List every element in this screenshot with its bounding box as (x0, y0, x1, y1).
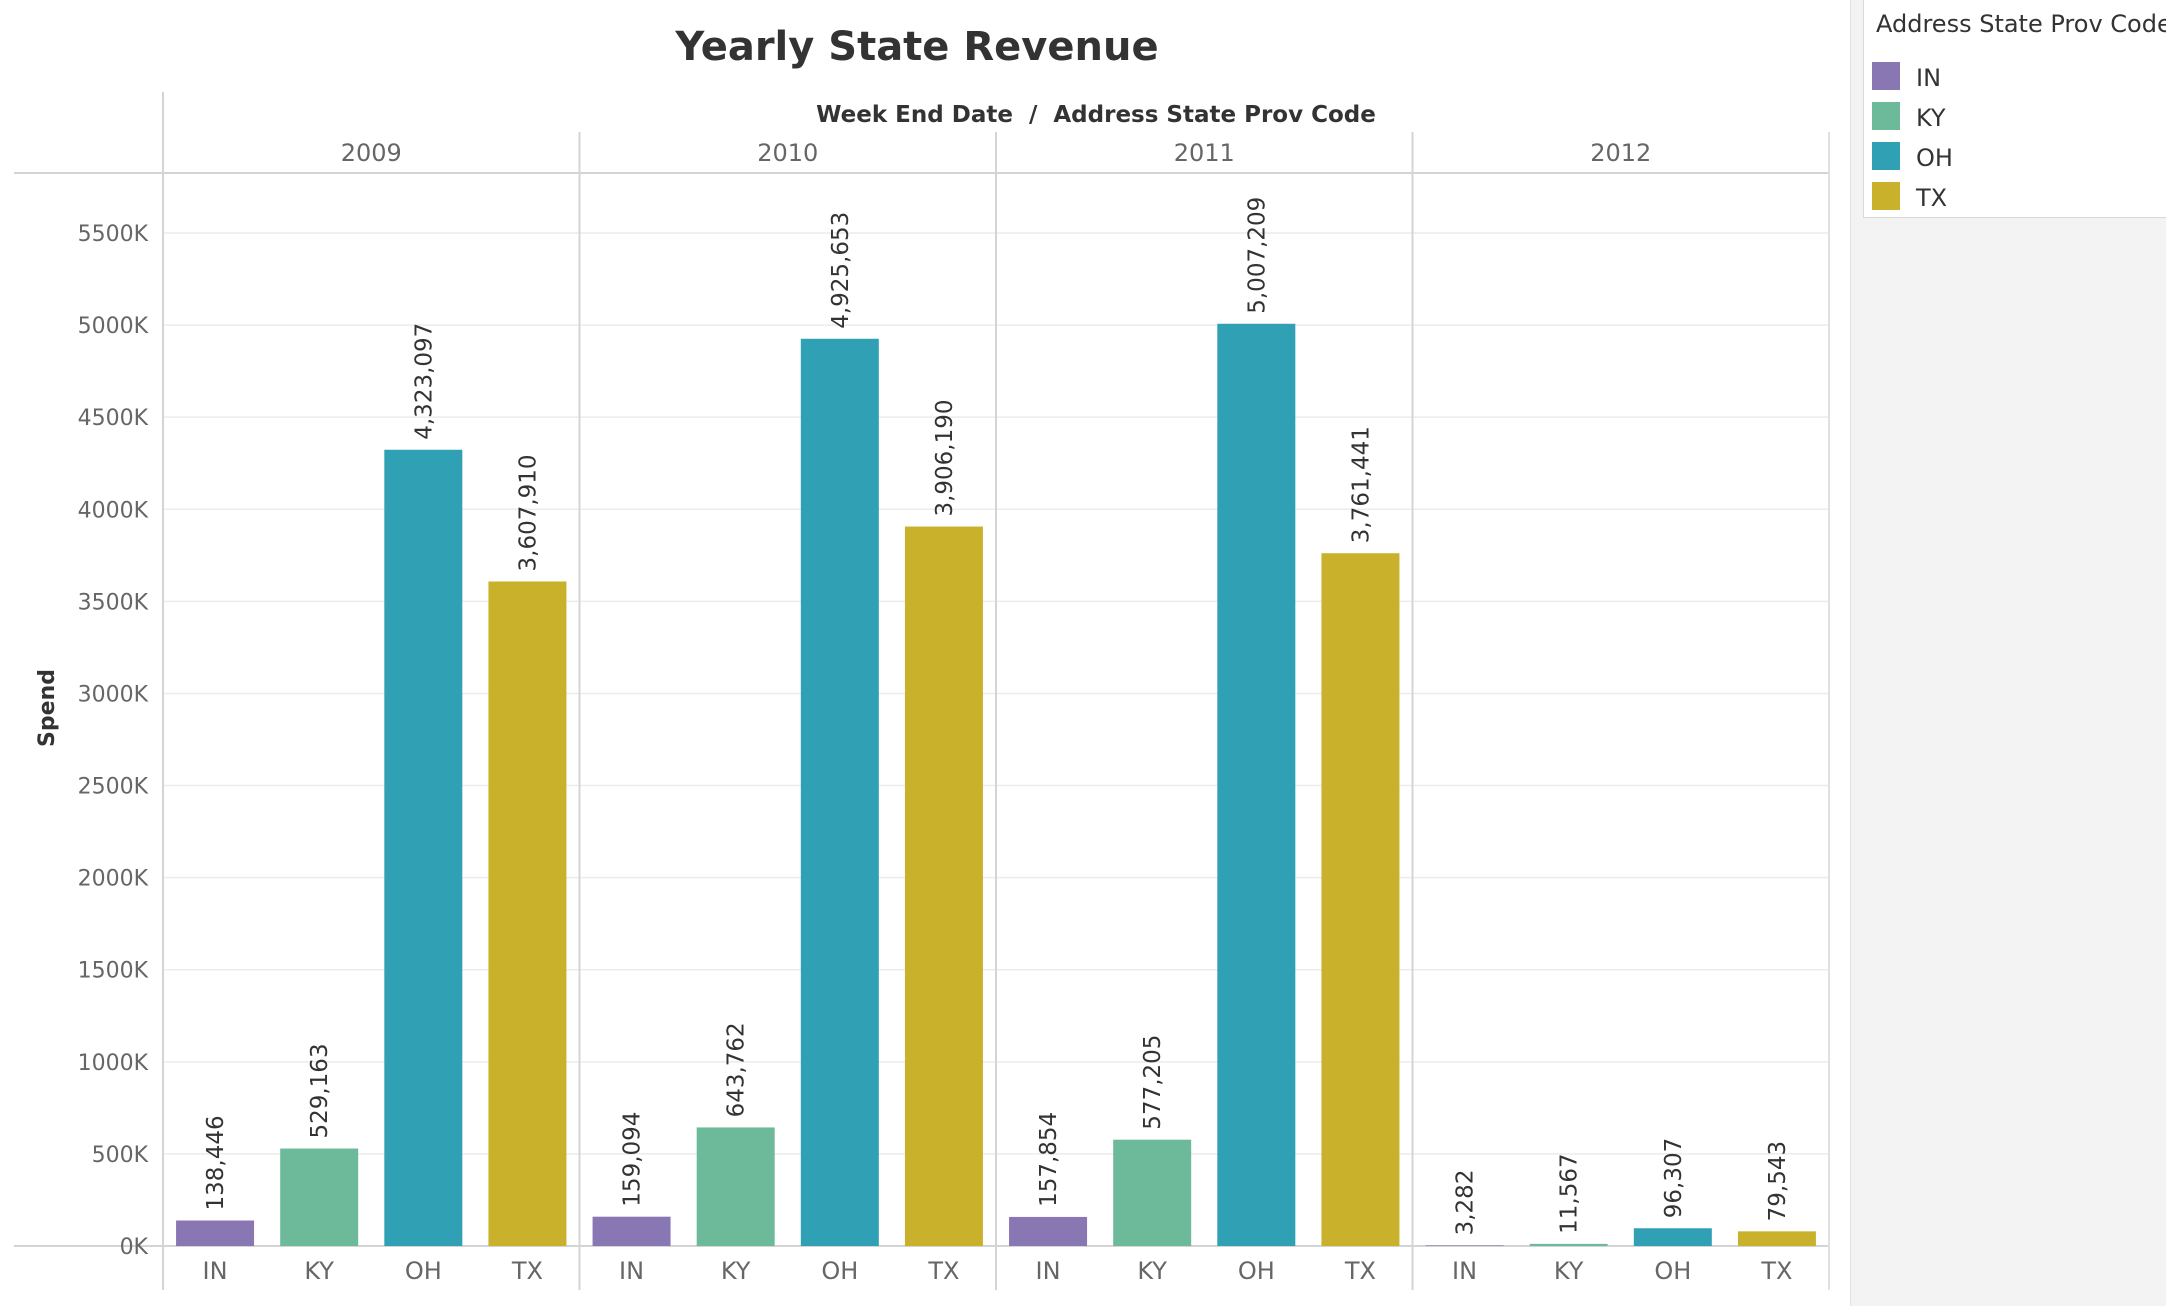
data-label-2011-tx: 3,761,441 (1348, 426, 1374, 543)
x-tick-label: OH (405, 1257, 442, 1285)
x-tick-label: IN (203, 1257, 228, 1285)
y-tick-label: 1000K (78, 1051, 149, 1076)
data-label-2012-tx: 79,543 (1765, 1141, 1791, 1221)
legend-panel: Address State Prov Code IN KY OH TX (1850, 0, 2166, 1306)
bar-2010-in[interactable] (592, 1216, 671, 1246)
bar-2010-tx[interactable] (904, 526, 983, 1246)
legend-label-in: IN (1916, 64, 1942, 92)
y-tick-label: 1500K (78, 959, 149, 984)
legend-swatch-tx (1872, 182, 1900, 210)
bar-2011-oh[interactable] (1217, 323, 1296, 1246)
x-tick-label: KY (721, 1257, 751, 1285)
bar-2011-in[interactable] (1009, 1216, 1088, 1246)
x-tick-label: OH (1654, 1257, 1691, 1285)
bar-2012-oh[interactable] (1633, 1228, 1712, 1246)
x-tick-label: KY (1137, 1257, 1167, 1285)
bar-2010-oh[interactable] (800, 338, 879, 1246)
y-tick-label: 0K (120, 1235, 149, 1260)
data-label-2010-in: 159,094 (620, 1112, 646, 1207)
bar-2012-in[interactable] (1425, 1245, 1504, 1246)
y-tick-label: 5500K (78, 222, 149, 247)
x-tick-label: KY (304, 1257, 334, 1285)
chart-title: Yearly State Revenue (674, 24, 1158, 70)
y-axis-label: Spend (35, 669, 60, 747)
year-header-2012: 2012 (1590, 139, 1651, 167)
y-tick-label: 3500K (78, 590, 149, 615)
legend-label-ky: KY (1916, 104, 1946, 132)
year-header-2009: 2009 (341, 139, 402, 167)
data-label-2011-ky: 577,205 (1140, 1035, 1166, 1130)
year-header-2011: 2011 (1174, 139, 1235, 167)
x-tick-label: TX (1344, 1257, 1376, 1285)
x-tick-label: IN (1452, 1257, 1477, 1285)
data-label-2010-tx: 3,906,190 (932, 399, 958, 516)
x-axis-ticks: IN KY OH TX IN KY OH TX IN KY OH TX IN KY OH TX (203, 1257, 1793, 1285)
bar-2009-ky[interactable] (280, 1148, 359, 1246)
legend-swatch-oh (1872, 142, 1900, 170)
year-header-2010: 2010 (757, 139, 818, 167)
y-tick-label: 5000K (78, 314, 149, 339)
data-labels: 138,446 529,163 4,323,097 3,607,910 159,094 6… (203, 197, 1791, 1236)
x-tick-label: KY (1554, 1257, 1584, 1285)
y-tick-label: 2000K (78, 867, 149, 892)
bar-2011-ky[interactable] (1113, 1139, 1192, 1246)
legend-label-tx: TX (1916, 184, 1948, 212)
data-label-2009-tx: 3,607,910 (515, 454, 541, 571)
y-tick-label: 2500K (78, 775, 149, 800)
year-headers: 2009 2010 2011 2012 (341, 139, 1652, 167)
x-tick-label: TX (927, 1257, 959, 1285)
data-label-2012-ky: 11,567 (1557, 1153, 1583, 1233)
x-tick-label: IN (619, 1257, 644, 1285)
x-tick-label: OH (821, 1257, 858, 1285)
legend-title: Address State Prov Code (1876, 10, 2166, 38)
y-axis-ticks: 0K 500K 1000K 1500K 2000K 2500K 3000K 3500K 4000… (78, 222, 149, 1260)
y-tick-label: 4500K (78, 406, 149, 431)
bars (176, 323, 1816, 1246)
bar-2010-ky[interactable] (696, 1127, 775, 1246)
data-label-2010-ky: 643,762 (724, 1022, 750, 1117)
legend: Address State Prov Code IN KY OH TX (1863, 0, 2166, 218)
data-label-2012-oh: 96,307 (1661, 1138, 1687, 1218)
legend-swatch-ky (1872, 102, 1900, 130)
x-tick-label: TX (511, 1257, 543, 1285)
column-header: Week End Date / Address State Prov Code (816, 102, 1376, 128)
data-label-2011-oh: 5,007,209 (1244, 197, 1270, 314)
data-label-2009-in: 138,446 (203, 1115, 229, 1210)
legend-label-oh: OH (1916, 144, 1953, 172)
bar-2009-oh[interactable] (384, 449, 463, 1246)
data-label-2009-oh: 4,323,097 (411, 323, 437, 440)
x-tick-label: TX (1760, 1257, 1792, 1285)
bar-2011-tx[interactable] (1321, 553, 1400, 1246)
bar-2012-ky[interactable] (1529, 1243, 1608, 1246)
bar-chart: Yearly State Revenue Week End Date / Add… (14, 24, 1830, 1290)
bar-2009-tx[interactable] (488, 581, 567, 1246)
legend-swatch-in (1872, 62, 1900, 90)
data-label-2009-ky: 529,163 (307, 1043, 333, 1138)
y-tick-label: 500K (92, 1143, 149, 1168)
x-tick-label: OH (1238, 1257, 1275, 1285)
x-tick-label: IN (1036, 1257, 1061, 1285)
bar-2012-tx[interactable] (1737, 1231, 1816, 1246)
data-label-2011-in: 157,854 (1036, 1112, 1062, 1207)
bar-2009-in[interactable] (176, 1220, 255, 1246)
data-label-2010-oh: 4,925,653 (828, 212, 854, 329)
data-label-2012-in: 3,282 (1453, 1170, 1479, 1236)
y-tick-label: 3000K (78, 682, 149, 707)
y-tick-label: 4000K (78, 498, 149, 523)
